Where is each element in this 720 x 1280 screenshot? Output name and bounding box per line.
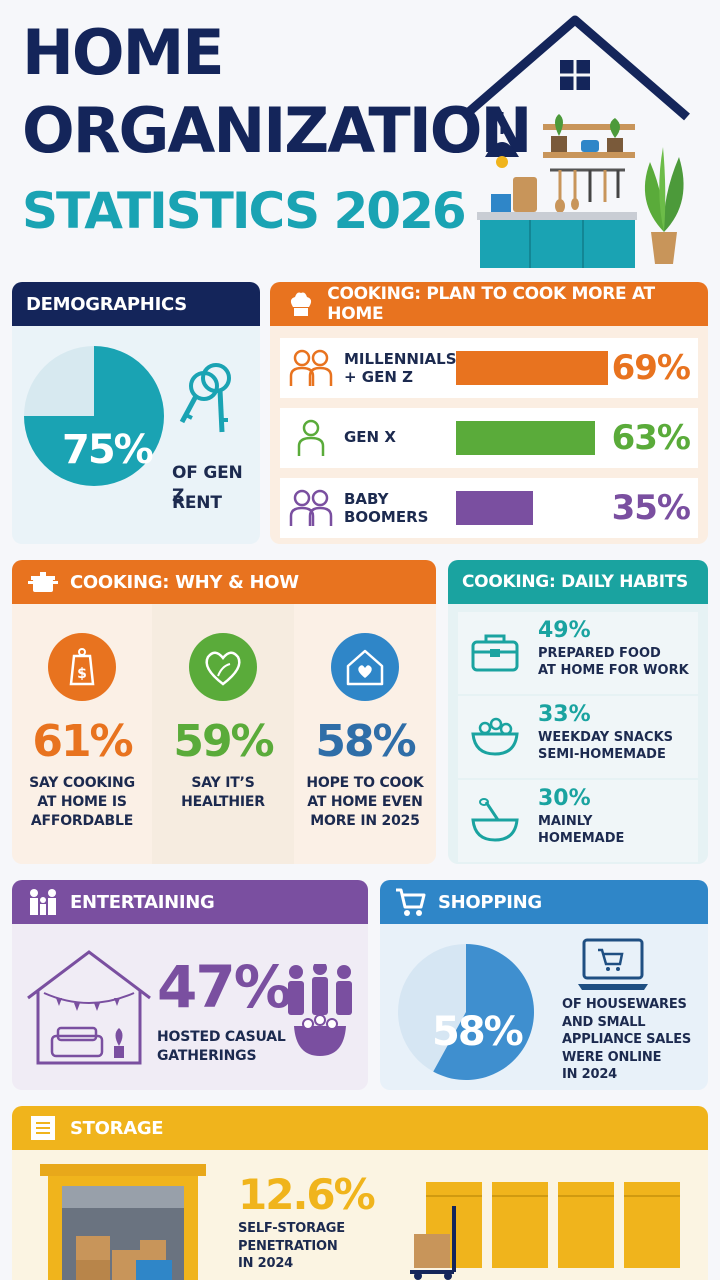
habit-weekday-snacks: 33% WEEKDAY SNACKS SEMI-HOMEMADE [458, 696, 698, 778]
demographics-caption-2: RENT [172, 493, 222, 513]
cart-icon [394, 885, 428, 919]
storage-caption: SELF-STORAGE PENETRATION IN 2024 [238, 1221, 345, 1272]
healthier-value: 59% [173, 716, 274, 767]
millennials-people-icon [289, 349, 333, 386]
group-people-icon [288, 964, 352, 1056]
pie-slice-75 [24, 346, 164, 486]
daily-habits-title: COOKING: DAILY HABITS [462, 572, 688, 592]
demographics-header: DEMOGRAPHICS [12, 282, 260, 326]
family-icon [26, 885, 60, 919]
storage-lockers-illustration [410, 1182, 680, 1280]
cook-more-row-boomers: BABY BOOMERS 35% [280, 478, 698, 538]
cook-more-row-genx: GEN X 63% [280, 408, 698, 468]
genx-label: GEN X [344, 428, 396, 446]
entertaining-header: ENTERTAINING [12, 880, 368, 924]
why-how-card: COOKING: WHY & HOW $ 61% SAY COOKING AT … [12, 560, 436, 864]
shopping-card: SHOPPING 58% OF HOUSEWARES AND SMALL APP… [380, 880, 708, 1090]
boomers-value: 35% [611, 488, 691, 528]
shopping-header: SHOPPING [380, 880, 708, 924]
millennials-value: 69% [611, 348, 691, 388]
storage-title: STORAGE [70, 1117, 164, 1139]
cook-more-2025-value: 58% [315, 716, 416, 767]
shopping-pie [398, 944, 534, 1080]
demographics-value: 75% [62, 427, 154, 473]
storage-value: 12.6% [238, 1170, 376, 1219]
house-heart-icon [331, 633, 399, 701]
cook-more-header: COOKING: PLAN TO COOK MORE AT HOME [270, 282, 708, 326]
cook-more-title: COOKING: PLAN TO COOK MORE AT HOME [327, 284, 655, 324]
lunchbox-icon [471, 634, 519, 672]
demographics-pie [24, 346, 164, 486]
shopping-pie-slice-58 [433, 944, 534, 1080]
boomers-people-icon [289, 489, 333, 526]
demographics-caption-1: OF GEN Z [172, 463, 243, 506]
shopping-title: SHOPPING [438, 891, 542, 913]
healthier-caption: SAY IT’S HEALTHIER [181, 775, 265, 810]
affordable-caption: SAY COOKING AT HOME IS AFFORDABLE [29, 775, 135, 829]
mixing-bowl-icon [471, 798, 519, 842]
genx-bar [456, 421, 595, 455]
storage-header: STORAGE [12, 1106, 708, 1150]
house-party-icon [27, 950, 151, 1065]
affordable-value: 61% [32, 716, 133, 767]
shopping-caption: OF HOUSEWARES AND SMALL APPLIANCE SALES … [562, 997, 692, 1083]
prepared-food-value: 49% [538, 618, 591, 643]
boomers-label: BABY BOOMERS [344, 490, 429, 526]
millennials-label: MILLENNIALS + GEN Z [344, 350, 457, 386]
demographics-card: DEMOGRAPHICS 75% OF GEN Z RENT [12, 282, 260, 544]
daily-habits-card: COOKING: DAILY HABITS 49% PREPARED FOOD … [448, 560, 708, 864]
heart-leaf-icon [189, 633, 257, 701]
genx-value: 63% [611, 418, 691, 458]
demographics-title: DEMOGRAPHICS [26, 293, 187, 315]
money-tag-icon: $ [48, 633, 116, 701]
prepared-food-caption: PREPARED FOOD AT HOME FOR WORK [538, 646, 689, 678]
shopping-value: 58% [432, 1009, 524, 1055]
snack-bowl-icon [471, 717, 519, 756]
millennials-bar [456, 351, 608, 385]
why-how-header: COOKING: WHY & HOW [12, 560, 436, 604]
entertaining-caption: HOSTED CASUAL GATHERINGS [157, 1029, 286, 1064]
keys-icon [179, 363, 231, 433]
pot-icon [26, 565, 60, 599]
habit-prepared-food: 49% PREPARED FOOD AT HOME FOR WORK [458, 612, 698, 694]
kitchen-house-illustration [460, 15, 690, 268]
genx-person-icon [297, 419, 325, 456]
entertaining-title: ENTERTAINING [70, 891, 215, 913]
weekday-snacks-caption: WEEKDAY SNACKS SEMI-HOMEMADE [538, 730, 674, 762]
storage-card: STORAGE 12.6% SELF-STORAGE PENETRATION I… [12, 1106, 708, 1280]
cook-more-row-millennials: MILLENNIALS + GEN Z 69% [280, 338, 698, 398]
cook-more-2025-caption: HOPE TO COOK AT HOME EVEN MORE IN 2025 [306, 775, 424, 829]
svg-text:$: $ [77, 666, 87, 682]
entertaining-value: 47% [157, 953, 292, 1021]
title-line-3: STATISTICS 2026 [22, 182, 467, 240]
weekday-snacks-value: 33% [538, 702, 591, 727]
entertaining-card: ENTERTAINING 47% HOSTED CASUAL GATHERING… [12, 880, 368, 1090]
boomers-bar [456, 491, 533, 525]
storage-box-icon [26, 1111, 60, 1145]
cook-more-card: COOKING: PLAN TO COOK MORE AT HOME MILLE… [270, 282, 708, 544]
why-how-title: COOKING: WHY & HOW [70, 571, 299, 593]
habit-mainly-homemade: 30% MAINLY HOMEMADE [458, 780, 698, 862]
title-line-2: ORGANIZATION [22, 94, 532, 167]
storage-unit-illustration [40, 1164, 206, 1280]
laptop-cart-icon [578, 938, 648, 990]
daily-habits-header: COOKING: DAILY HABITS [448, 560, 708, 604]
title-line-1: HOME [22, 16, 225, 89]
chef-hat-icon [284, 287, 317, 321]
mainly-homemade-value: 30% [538, 786, 591, 811]
mainly-homemade-caption: MAINLY HOMEMADE [538, 814, 625, 846]
